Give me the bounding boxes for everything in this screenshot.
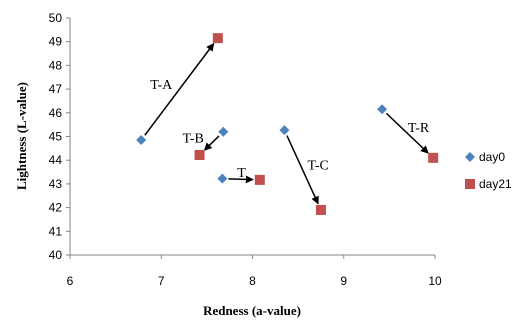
point-day0-t-a — [136, 135, 147, 146]
point-day21-t — [254, 174, 265, 185]
y-tick-label: 47 — [49, 82, 63, 96]
y-tick-label: 50 — [49, 11, 63, 25]
point-day21-t-a — [212, 33, 223, 44]
annotation-label: T-R — [408, 121, 430, 136]
legend-label-day21: day21 — [479, 177, 512, 191]
point-day21-t-c — [315, 204, 326, 215]
arrow-t-b — [203, 135, 220, 151]
y-tick-label: 49 — [49, 35, 63, 49]
arrow-t-a — [144, 42, 215, 136]
point-day0-t-b — [218, 126, 229, 137]
y-tick-label: 41 — [49, 224, 63, 238]
y-tick-label: 43 — [49, 177, 63, 191]
arrow-t — [228, 175, 254, 184]
legend: day0 day21 — [465, 150, 512, 191]
axes — [69, 18, 435, 256]
y-tick-label: 48 — [49, 58, 63, 72]
point-day0-t-r — [377, 104, 388, 115]
annotation-label: T-C — [308, 159, 329, 174]
points — [136, 33, 439, 215]
legend-marker-day21 — [465, 179, 475, 189]
point-day21-t-b — [194, 149, 205, 160]
x-axis-title: Redness (a-value) — [203, 303, 301, 318]
x-tick-label: 6 — [67, 274, 74, 288]
y-tick-label: 40 — [49, 248, 63, 262]
point-day0-t — [217, 173, 228, 184]
y-axis-title: Lightness (L-value) — [14, 82, 29, 190]
arrow-t-c — [286, 135, 319, 205]
y-tick-label: 42 — [49, 201, 63, 215]
arrow-t-r — [385, 112, 429, 154]
arrows — [144, 42, 429, 205]
y-tick-label: 46 — [49, 106, 63, 120]
ticks: 40 41 42 43 44 45 46 47 48 49 50 6 7 8 9 10 — [49, 11, 442, 288]
annotation-label: T — [237, 166, 246, 181]
x-tick-label: 10 — [428, 274, 442, 288]
y-tick-label: 44 — [49, 153, 63, 167]
legend-marker-day0 — [465, 152, 475, 162]
y-tick-label: 45 — [49, 130, 63, 144]
x-tick-label: 7 — [158, 274, 165, 288]
legend-label-day0: day0 — [479, 150, 505, 164]
point-day0-t-c — [279, 125, 290, 136]
annotation-label: T-A — [150, 78, 173, 93]
x-tick-label: 8 — [249, 274, 256, 288]
point-day21-t-r — [428, 152, 439, 163]
annotations: T-A T-B T T-C T-R — [150, 78, 430, 181]
annotation-label: T-B — [183, 131, 204, 146]
x-tick-label: 9 — [340, 274, 347, 288]
